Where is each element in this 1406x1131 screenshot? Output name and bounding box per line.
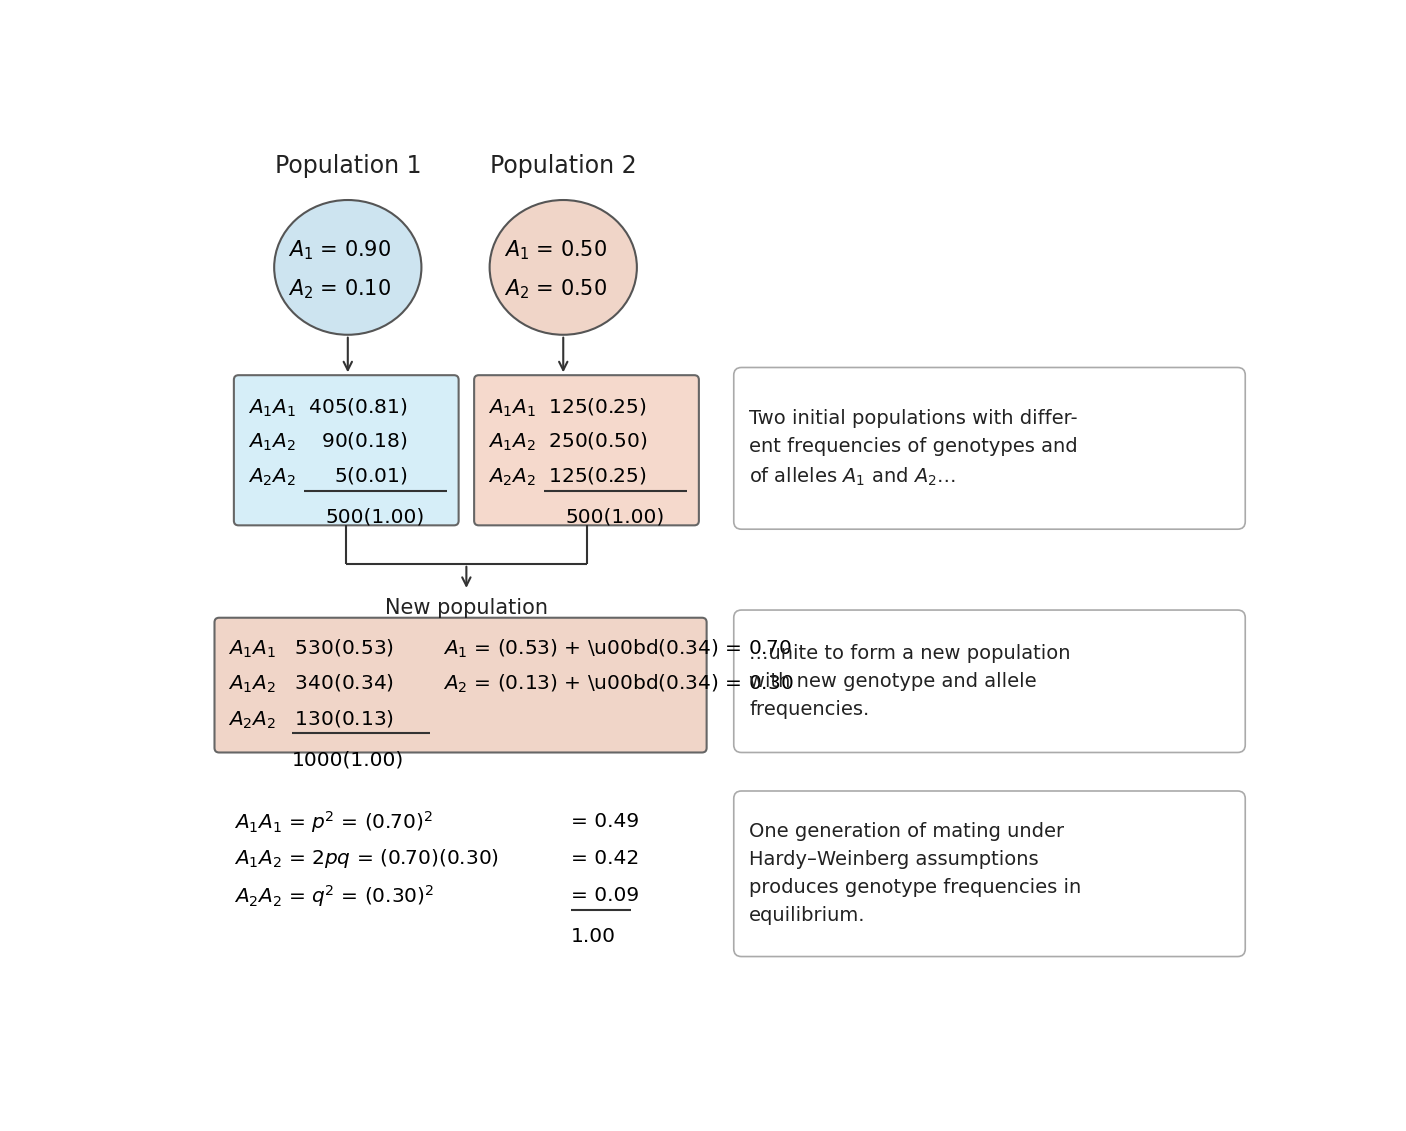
Text: $A_2$ = (0.13) + \u00bd(0.34) = 0.30: $A_2$ = (0.13) + \u00bd(0.34) = 0.30 [443,673,793,696]
FancyBboxPatch shape [734,791,1246,957]
Text: Two initial populations with differ-
ent frequencies of genotypes and
of alleles: Two initial populations with differ- ent… [749,408,1078,489]
FancyBboxPatch shape [734,610,1246,752]
Text: 500(1.00): 500(1.00) [567,508,665,527]
Text: $A_1A_2$   340(0.34): $A_1A_2$ 340(0.34) [228,673,395,696]
Text: 1.00: 1.00 [571,926,616,946]
Text: One generation of mating under
Hardy–Weinberg assumptions
produces genotype freq: One generation of mating under Hardy–Wei… [749,822,1081,925]
Text: $A_1A_2$  250(0.50): $A_1A_2$ 250(0.50) [488,431,648,454]
Text: $A_1$ = 0.50: $A_1$ = 0.50 [503,239,607,262]
Text: $A_2A_2$   130(0.13): $A_2A_2$ 130(0.13) [228,708,395,731]
Text: = 0.42: = 0.42 [571,849,640,869]
Text: $A_2A_2$      5(0.01): $A_2A_2$ 5(0.01) [247,466,408,487]
Text: Population 1: Population 1 [274,155,420,179]
FancyBboxPatch shape [734,368,1246,529]
Ellipse shape [489,200,637,335]
Text: $A_2A_2$  125(0.25): $A_2A_2$ 125(0.25) [488,466,647,487]
Text: $A_2$ = 0.50: $A_2$ = 0.50 [503,277,607,301]
Text: 500(1.00): 500(1.00) [326,508,425,527]
Text: New population: New population [385,598,548,619]
FancyBboxPatch shape [215,618,707,752]
Text: $A_1A_2$ = 2$pq$ = (0.70)(0.30): $A_1A_2$ = 2$pq$ = (0.70)(0.30) [233,847,499,870]
Text: $A_1A_1$  125(0.25): $A_1A_1$ 125(0.25) [488,396,647,418]
Text: $A_1$ = 0.90: $A_1$ = 0.90 [288,239,392,262]
FancyBboxPatch shape [474,375,699,525]
FancyBboxPatch shape [233,375,458,525]
Text: = 0.09: = 0.09 [571,887,640,905]
Text: $A_1A_1$ = $p^2$ = (0.70)$^2$: $A_1A_1$ = $p^2$ = (0.70)$^2$ [233,809,433,835]
Text: …unite to form a new population
with new genotype and allele
frequencies.: …unite to form a new population with new… [749,644,1071,719]
Text: $A_1A_2$    90(0.18): $A_1A_2$ 90(0.18) [247,431,408,454]
Text: $A_2$ = 0.10: $A_2$ = 0.10 [288,277,392,301]
Text: $A_1A_1$  405(0.81): $A_1A_1$ 405(0.81) [247,396,406,418]
Text: Population 2: Population 2 [489,155,637,179]
Text: $A_2A_2$ = $q^2$ = (0.30)$^2$: $A_2A_2$ = $q^2$ = (0.30)$^2$ [233,883,434,908]
Text: = 0.49: = 0.49 [571,812,640,831]
Text: $A_1A_1$   530(0.53): $A_1A_1$ 530(0.53) [228,638,395,659]
Text: 1000(1.00): 1000(1.00) [292,750,405,769]
Ellipse shape [274,200,422,335]
Text: $A_1$ = (0.53) + \u00bd(0.34) = 0.70: $A_1$ = (0.53) + \u00bd(0.34) = 0.70 [443,638,792,659]
